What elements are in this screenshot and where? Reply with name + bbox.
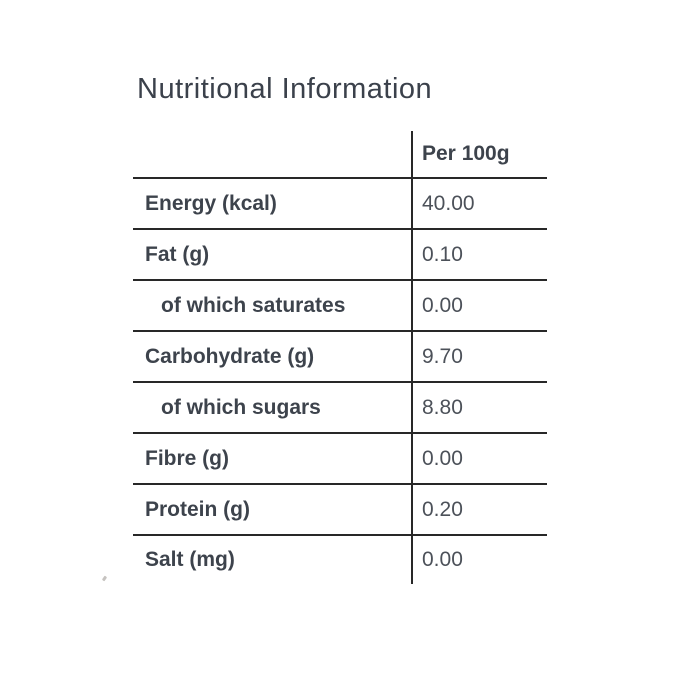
nutrition-table: Per 100g Energy (kcal) 40.00 Fat (g) 0.1… [133,131,547,584]
row-value-salt: 0.00 [411,536,547,584]
row-value-carbohydrate: 9.70 [411,332,547,381]
row-value-fat: 0.10 [411,230,547,279]
row-label-salt: Salt (mg) [145,548,235,571]
speck-artifact [101,575,108,582]
row-label-fat: Fat (g) [145,242,210,266]
row-label-sugars: of which sugars [161,395,321,419]
table-row: Protein (g) 0.20 [133,485,547,536]
table-header-row: Per 100g [133,131,547,179]
row-label-protein: Protein (g) [145,497,250,521]
row-value-sugars: 8.80 [411,383,547,432]
table-row: Energy (kcal) 40.00 [133,179,547,230]
row-value-energy: 40.00 [411,179,547,228]
row-label-saturates: of which saturates [161,293,346,317]
row-label-carbohydrate: Carbohydrate (g) [145,344,315,368]
row-value-protein: 0.20 [411,485,547,534]
table-row: Fibre (g) 0.00 [133,434,547,485]
header-per-100g: Per 100g [411,131,547,177]
page-title: Nutritional Information [137,73,433,106]
header-label-cell [133,131,411,177]
table-row: Fat (g) 0.10 [133,230,547,281]
row-value-fibre: 0.00 [411,434,547,483]
table-row: of which saturates 0.00 [133,281,547,332]
table-row: of which sugars 8.80 [133,383,547,434]
table-row: Salt (mg) 0.00 [133,536,547,584]
table-row: Carbohydrate (g) 9.70 [133,332,547,383]
row-value-saturates: 0.00 [411,281,547,330]
row-label-energy: Energy (kcal) [145,191,277,215]
row-label-fibre: Fibre (g) [145,446,229,470]
